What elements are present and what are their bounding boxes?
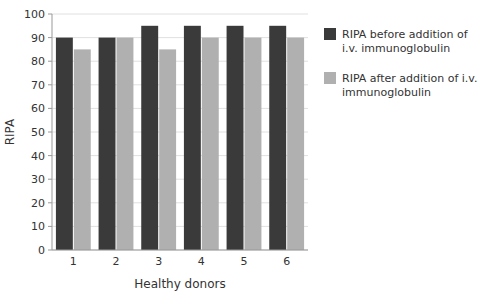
x-tick-label: 3: [155, 255, 162, 268]
y-tick: [48, 155, 52, 156]
x-tick-label: 2: [113, 255, 120, 268]
y-tick-label: 80: [31, 55, 45, 68]
y-tick: [48, 37, 52, 38]
x-axis-line: [52, 250, 308, 251]
y-tick: [48, 202, 52, 203]
bar: [159, 49, 176, 250]
legend-label: RIPA before addition ofi.v. immunoglobul…: [342, 28, 469, 55]
legend-label-line: RIPA before addition of: [342, 28, 469, 41]
grid: [52, 14, 308, 250]
y-tick-label: 40: [31, 150, 45, 163]
legend-label-line: i.v. immunoglobulin: [342, 42, 450, 55]
legend: RIPA before addition ofi.v. immunoglobul…: [324, 28, 478, 99]
x-tick-label: 4: [198, 255, 205, 268]
bar: [56, 38, 73, 250]
bar: [287, 38, 304, 250]
y-tick-label: 50: [31, 126, 45, 139]
y-tick-label: 20: [31, 197, 45, 210]
y-tick: [48, 132, 52, 133]
grid-line: [52, 14, 308, 15]
y-tick-label: 0: [38, 244, 45, 257]
bar: [245, 38, 262, 250]
y-tick: [48, 108, 52, 109]
bar: [184, 26, 201, 250]
grid-line: [52, 250, 308, 251]
y-tick: [48, 179, 52, 180]
y-tick-label: 60: [31, 102, 45, 115]
y-tick: [48, 14, 52, 15]
y-tick-label: 100: [24, 8, 45, 21]
y-axis-title: RIPA: [3, 118, 17, 145]
x-tick-label: 1: [70, 255, 77, 268]
bar: [269, 26, 286, 250]
x-axis-title: Healthy donors: [134, 277, 225, 291]
x-tick-label: 5: [241, 255, 248, 268]
y-tick-label: 70: [31, 79, 45, 92]
y-tick-label: 30: [31, 173, 45, 186]
y-tick: [48, 84, 52, 85]
bar: [117, 38, 134, 250]
chart: 0 10 20 30 40 50 60 70 80 90 100 1 2 3 4 5 6 Healthy dono…: [0, 0, 500, 305]
x-tick-label: 6: [283, 255, 290, 268]
y-tick: [48, 61, 52, 62]
legend-label-line: immunoglobulin: [342, 86, 431, 99]
legend-swatch: [324, 72, 336, 84]
bar: [141, 26, 158, 250]
bars: [56, 26, 304, 250]
y-tick-label: 10: [31, 220, 45, 233]
y-axis-line: [52, 14, 53, 250]
y-tick: [48, 226, 52, 227]
legend-label-line: RIPA after addition of i.v.: [342, 72, 478, 85]
y-axis: 0 10 20 30 40 50 60 70 80 90 100: [24, 8, 52, 257]
bar: [99, 38, 116, 250]
x-axis: 1 2 3 4 5 6: [52, 250, 308, 268]
y-tick-label: 90: [31, 32, 45, 45]
bar: [202, 38, 219, 250]
legend-swatch: [324, 28, 336, 40]
legend-label: RIPA after addition of i.v.immunoglobuli…: [342, 72, 478, 99]
bar: [74, 49, 91, 250]
y-tick: [48, 250, 52, 251]
bar: [227, 26, 244, 250]
